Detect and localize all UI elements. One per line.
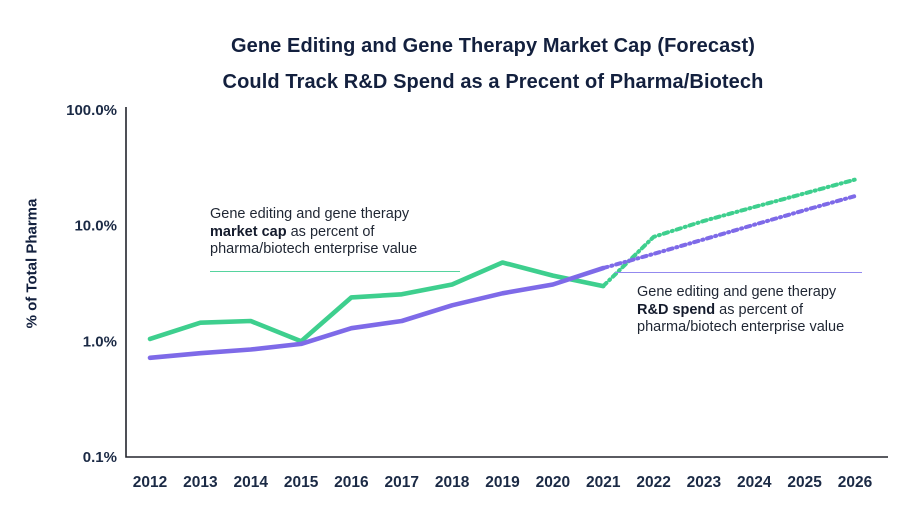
rd-spend-actual-line [147,265,606,361]
x-tick-label: 2025 [787,474,822,491]
x-tick-label: 2014 [233,474,268,491]
rd-spend-annotation-line3: pharma/biotech enterprise value [637,319,845,335]
x-tick-label: 2024 [737,474,772,491]
market-cap-annotation-line3: pharma/biotech enterprise value [210,241,418,257]
x-tick-label: 2017 [385,474,419,491]
rd-spend-annotation: Gene editing and gene therapy R&D spend … [637,284,844,337]
market-cap-annotation-bold: market cap [210,223,287,240]
x-tick-label: 2023 [687,474,722,491]
y-tick-label: 0.1% [83,449,117,466]
rd-spend-annotation-bold: R&D spend [637,301,716,318]
x-tick-label: 2016 [334,474,369,491]
y-tick-label: 100.0% [66,102,117,119]
rd-spend-annotation-line2: R&D spend as percent of [637,302,844,320]
market-cap-actual-line [147,260,606,344]
rd-spend-annotation-line1: Gene editing and gene therapy [637,284,837,300]
rd-spend-annotation-line2-tail: as percent of [715,301,804,318]
rd-spend-forecast-line [601,194,857,271]
x-tick-label: 2015 [284,474,319,491]
market-cap-annotation-line2: market cap as percent of [210,224,417,242]
x-tick-label: 2019 [485,474,520,491]
chart-title-line1: Gene Editing and Gene Therapy Market Cap… [230,35,756,57]
market-cap-annotation-line2-tail: as percent of [286,223,375,240]
y-tick-label: 1.0% [83,333,117,350]
rd-spend-callout-line [615,272,862,273]
market-cap-annotation-line1: Gene editing and gene therapy [210,206,410,222]
chart-title: Gene Editing and Gene Therapy Market Cap… [88,28,897,100]
market-cap-callout-line [210,271,460,272]
x-tick-label: 2021 [586,474,621,491]
x-tick-label: 2013 [183,474,218,491]
market-cap-forecast-line [601,177,857,289]
x-tick-label: 2018 [435,474,470,491]
chart-title-line2: Could Track R&D Spend as a Precent of Ph… [222,71,764,93]
x-tick-label: 2022 [636,474,670,491]
x-tick-label: 2020 [536,474,570,491]
market-cap-annotation: Gene editing and gene therapy market cap… [210,206,417,259]
y-tick-label: 10.0% [74,218,117,235]
axis-lines [125,107,888,458]
x-tick-label: 2012 [133,474,167,491]
x-tick-label: 2026 [838,474,873,491]
